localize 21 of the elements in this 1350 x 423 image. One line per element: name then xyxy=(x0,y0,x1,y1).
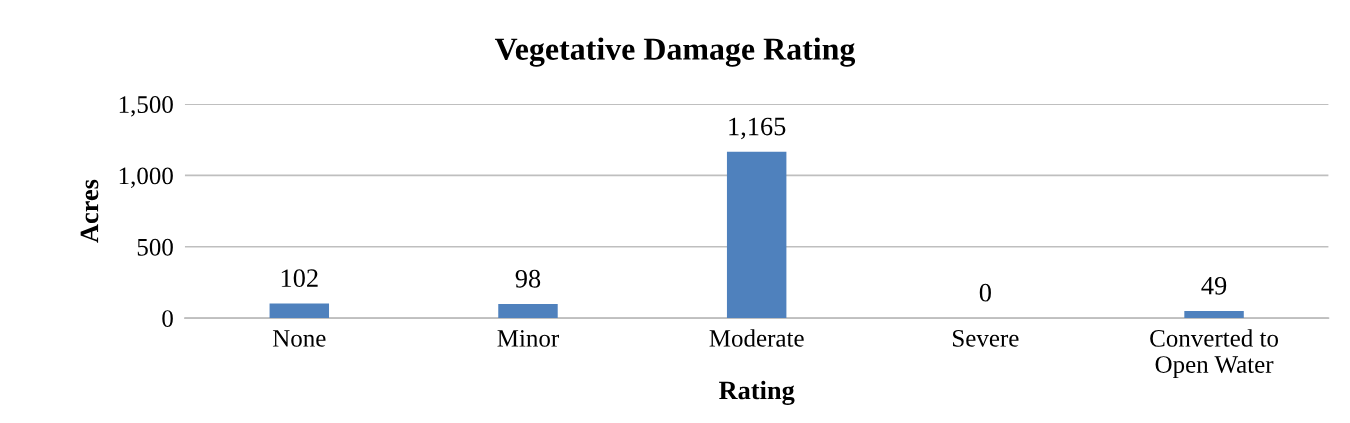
data-label: 102 xyxy=(281,269,318,288)
y-tick-label: 500 xyxy=(137,238,173,256)
data-label: 1,165 xyxy=(729,117,786,140)
data-label: 98 xyxy=(515,269,541,288)
x-tick-label: Severe xyxy=(953,330,1019,347)
x-tick-label: Converted to Open Water xyxy=(1150,329,1279,379)
bar xyxy=(726,151,787,319)
x-tick-label: Minor xyxy=(497,330,560,347)
bar xyxy=(498,304,558,319)
x-tick-label: Moderate xyxy=(709,329,804,347)
y-tick-label: 1,500 xyxy=(119,96,173,117)
x-tick-label: None xyxy=(272,330,326,347)
y-axis-title: Acres xyxy=(80,179,99,243)
y-tick-label: 0 xyxy=(162,310,173,328)
chart-title: Vegetative Damage Rating xyxy=(494,37,856,67)
x-axis-title: Rating xyxy=(719,380,795,405)
data-label: 49 xyxy=(1201,276,1227,295)
y-tick-label: 1,000 xyxy=(119,167,173,188)
data-label: 0 xyxy=(979,283,991,302)
bar xyxy=(269,303,330,319)
bar xyxy=(1184,311,1244,319)
